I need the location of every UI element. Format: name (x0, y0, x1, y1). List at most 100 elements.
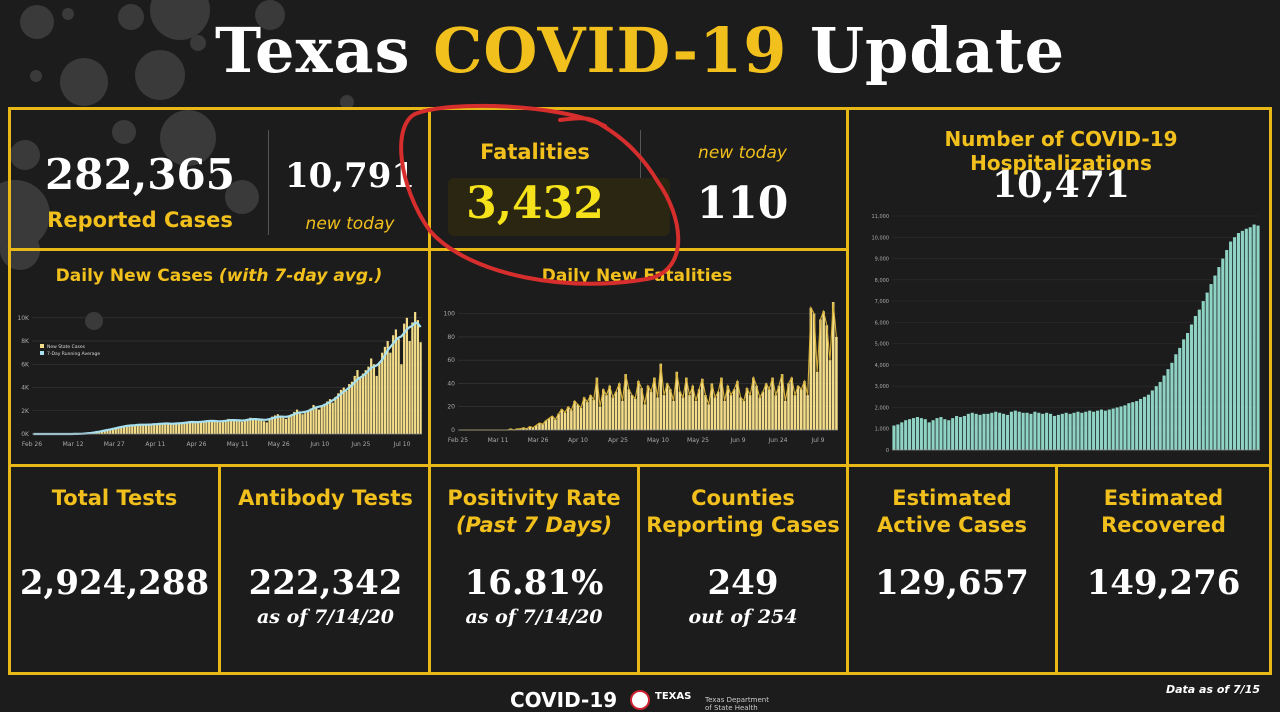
bar (142, 424, 145, 434)
bar (509, 428, 512, 430)
bar (611, 397, 615, 430)
divider (428, 107, 431, 675)
bar (1021, 412, 1025, 450)
divider (8, 107, 11, 675)
bar (1037, 412, 1041, 450)
bar (177, 422, 181, 434)
x-tick-label: Mar 12 (63, 441, 84, 448)
bar (1252, 224, 1256, 450)
bar (570, 410, 573, 430)
fatalities-chart: 0 20 40 60 80 100 Feb 25 Mar 11 Mar 26 Apr 10 Apr … (444, 301, 838, 444)
bar (1064, 412, 1068, 450)
bar (919, 418, 923, 450)
bar (161, 423, 164, 434)
bar (958, 417, 963, 450)
bar (955, 415, 959, 450)
bar (1103, 410, 1107, 450)
x-tick-label: Feb 26 (22, 441, 42, 448)
bar (1013, 410, 1017, 450)
bar (202, 421, 205, 434)
bar (1131, 402, 1135, 450)
x-tick-label: Jun 9 (729, 437, 745, 444)
bar (1229, 241, 1233, 450)
bar (172, 424, 175, 434)
bar (538, 423, 541, 430)
bar (831, 302, 835, 430)
bar (640, 388, 643, 430)
tile-label: Estimated (892, 486, 1012, 510)
bar (678, 391, 682, 430)
bar (216, 421, 219, 434)
bar (978, 414, 982, 450)
bar (943, 419, 947, 450)
bar (150, 424, 153, 434)
fatalities-value: 3,432 (466, 178, 604, 229)
y-tick-label: 20 (447, 404, 455, 411)
bar (339, 389, 343, 434)
bar (534, 425, 538, 430)
bar (1154, 386, 1158, 450)
x-tick-label: May 10 (647, 437, 669, 444)
bar (155, 423, 159, 434)
bar (608, 385, 611, 430)
bar (312, 404, 315, 434)
agency-name: TEXAS (655, 691, 692, 702)
series-line (459, 301, 837, 431)
y-tick-label: 9,000 (875, 257, 889, 263)
bar (908, 419, 912, 450)
bar (1123, 405, 1127, 450)
bar (589, 395, 592, 430)
bar (403, 323, 406, 434)
bar (350, 381, 354, 434)
bar (771, 377, 774, 430)
y-tick-label: 1,000 (875, 427, 889, 433)
bar (560, 409, 564, 430)
bar (1080, 412, 1084, 450)
bar (966, 413, 970, 450)
bar (1205, 292, 1209, 450)
x-tick-label: Apr 11 (145, 441, 165, 448)
bar (1119, 406, 1123, 450)
bar (1115, 407, 1119, 450)
bar (793, 395, 797, 430)
bar (246, 418, 249, 434)
bar (106, 429, 109, 434)
bar (414, 312, 417, 434)
divider (846, 107, 849, 675)
bar (411, 322, 414, 434)
bar (238, 421, 241, 434)
bar (787, 383, 790, 430)
bar (931, 420, 935, 450)
x-tick-label: May 11 (227, 441, 249, 448)
bar (1150, 390, 1154, 450)
bar (598, 406, 602, 430)
bar (554, 419, 557, 430)
bar (681, 397, 685, 430)
bar (515, 428, 519, 430)
bar (241, 421, 244, 434)
bar (348, 384, 351, 434)
bar (557, 413, 560, 430)
tile-label: Estimated (1103, 486, 1224, 510)
bar (175, 423, 178, 434)
x-tick-label: Mar 27 (104, 441, 125, 448)
bar (251, 418, 255, 434)
bar (970, 412, 974, 450)
bar (328, 399, 332, 434)
bar (825, 325, 829, 430)
tile-label: Recovered (1101, 513, 1226, 537)
bar (947, 420, 951, 450)
bar (364, 370, 367, 434)
bar (586, 402, 589, 430)
x-tick-label: Jun 24 (768, 437, 788, 444)
bar (361, 373, 365, 434)
bar (353, 375, 356, 434)
bar (257, 419, 260, 434)
bar (1139, 398, 1143, 450)
bar (370, 358, 373, 434)
bar (287, 416, 290, 434)
tile-value: 222,342 (248, 563, 403, 603)
bar (822, 311, 825, 430)
bar (990, 412, 994, 450)
bar (935, 418, 939, 450)
